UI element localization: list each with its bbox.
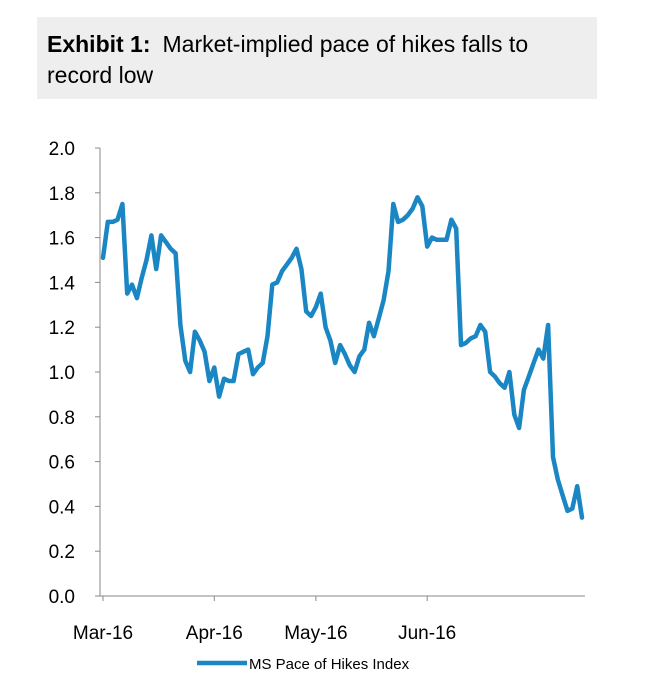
exhibit-title-line-1: Exhibit 1: Market-implied pace of hikes f… [47, 29, 528, 59]
y-tick-label: 0.4 [49, 497, 76, 518]
y-tick-label: 0.0 [49, 587, 75, 608]
x-tick-label: Apr-16 [186, 623, 243, 644]
y-tick-label: 0.8 [49, 408, 75, 429]
y-tick-label: 1.6 [49, 229, 75, 250]
y-tick-label: 1.0 [49, 363, 75, 384]
exhibit-title-line-2: record low [47, 62, 154, 88]
y-tick-label: 0.6 [49, 453, 75, 474]
y-tick-label: 2.0 [49, 139, 75, 160]
x-tick-label: Jun-16 [398, 623, 456, 644]
x-tick-label: Mar-16 [73, 623, 133, 644]
y-tick-label: 1.4 [49, 273, 76, 294]
exhibit-title-box: Exhibit 1: Market-implied pace of hikes f… [37, 17, 597, 99]
series-line-ms-pace-of-hikes [100, 195, 585, 520]
y-tick-label: 1.2 [49, 318, 75, 339]
exhibit-label: Exhibit 1: [47, 31, 151, 57]
y-tick-label: 1.8 [49, 184, 75, 205]
x-tick-label: May-16 [284, 623, 347, 644]
exhibit-title-text: Market-implied pace of hikes falls to [162, 31, 529, 57]
y-tick-label: 0.2 [49, 542, 75, 563]
legend-label: MS Pace of Hikes Index [249, 656, 410, 673]
